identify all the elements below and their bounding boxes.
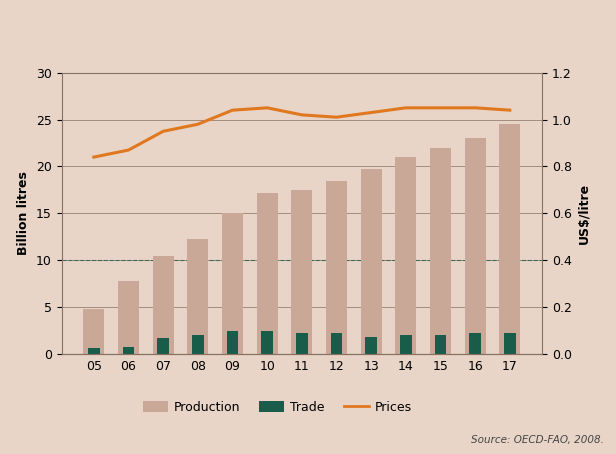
Bar [222,213,243,354]
Bar [400,336,411,354]
Bar [504,334,516,354]
Bar [88,349,100,354]
Bar [118,281,139,354]
Bar [192,336,203,354]
Bar [227,331,238,354]
Bar [153,256,174,354]
Bar [158,338,169,354]
Bar [469,334,481,354]
Bar [361,169,381,354]
Bar [465,138,485,354]
Bar [261,331,273,354]
Bar [296,334,307,354]
Bar [187,239,208,354]
Bar [257,193,278,354]
Bar [430,148,451,354]
Text: Source: OECD-FAO, 2008.: Source: OECD-FAO, 2008. [471,435,604,445]
Y-axis label: Billion litres: Billion litres [17,172,30,255]
Legend: Production, Trade, Prices: Production, Trade, Prices [137,395,417,419]
Bar [500,124,521,354]
Y-axis label: US$/litre: US$/litre [577,183,590,244]
Bar [331,334,342,354]
Bar [83,309,104,354]
Bar [395,157,416,354]
Bar [123,346,134,354]
Bar [291,190,312,354]
Bar [326,181,347,354]
Bar [435,336,446,354]
Bar [365,337,377,354]
